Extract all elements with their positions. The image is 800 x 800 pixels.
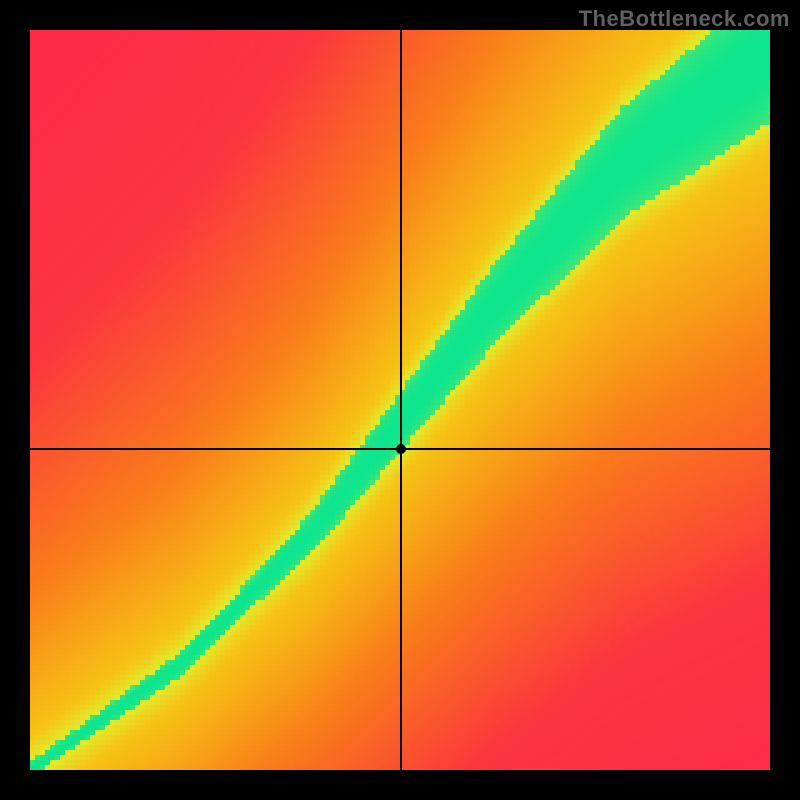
crosshair-vertical	[400, 30, 402, 770]
watermark-text: TheBottleneck.com	[579, 6, 790, 32]
